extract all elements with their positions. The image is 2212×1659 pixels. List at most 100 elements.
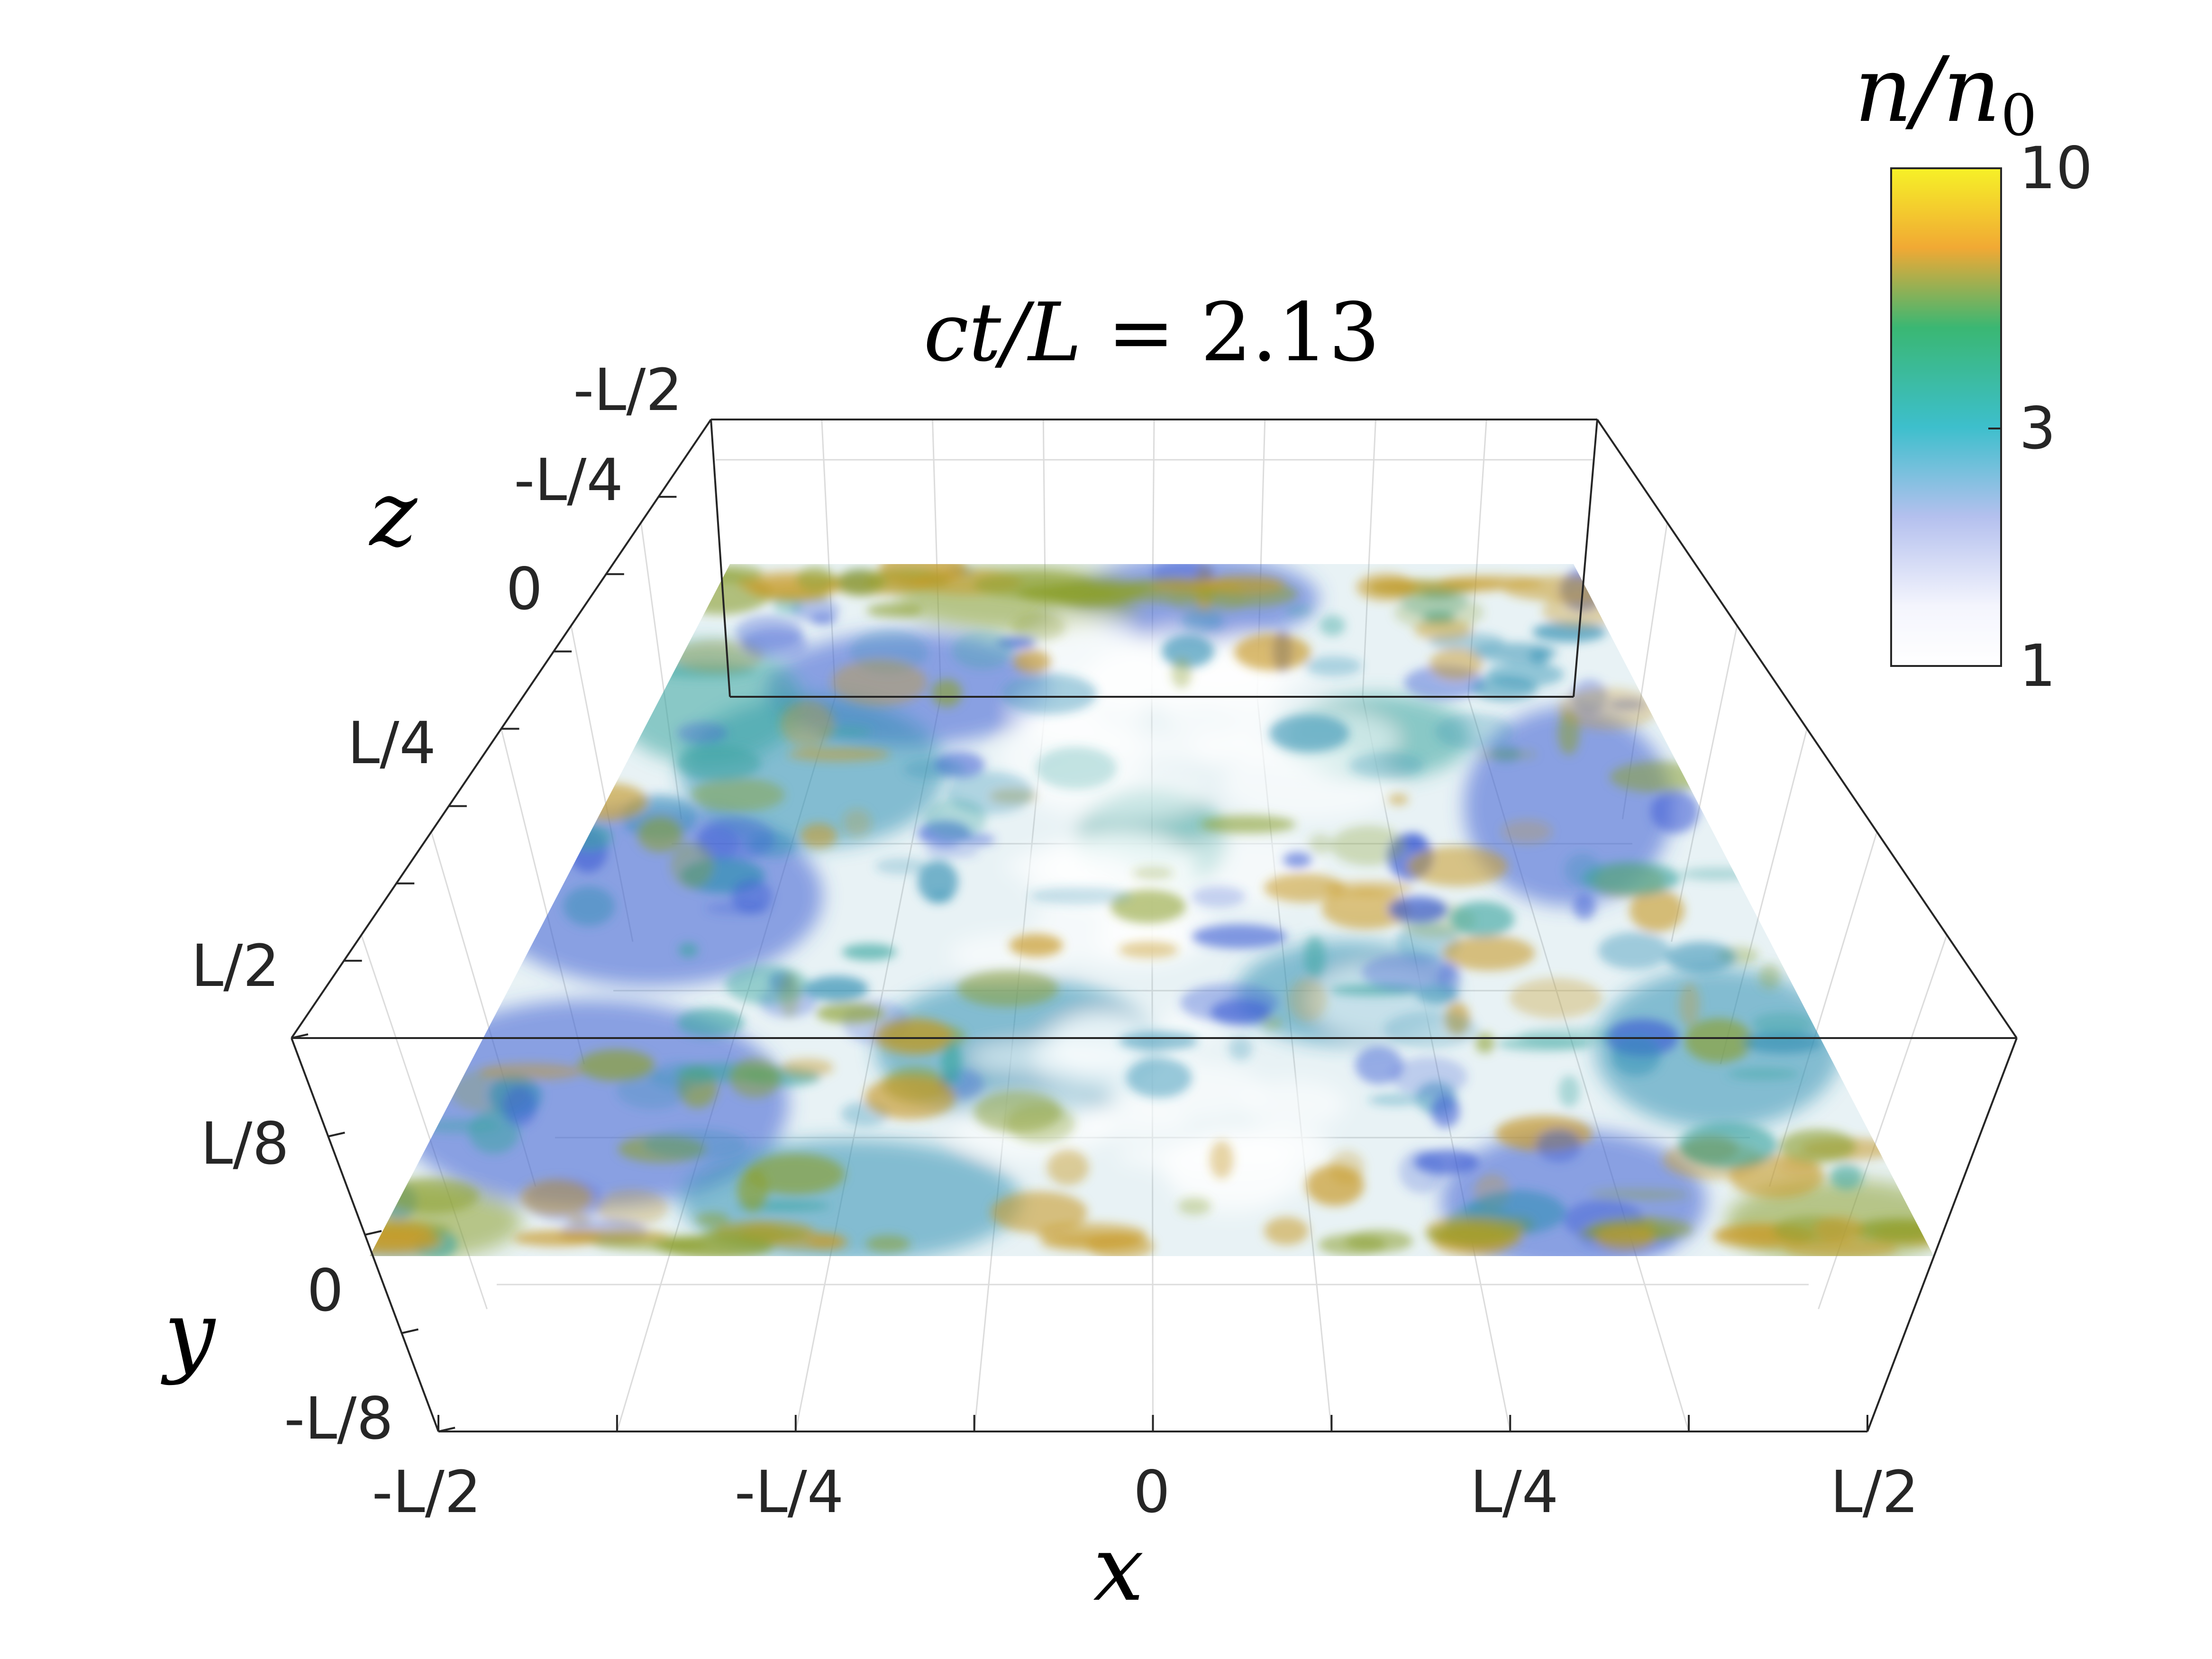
density-feature	[1391, 1057, 1468, 1097]
density-feature	[1472, 676, 1538, 702]
colorbar-title: n/n0	[1854, 37, 2037, 149]
density-feature	[1666, 941, 1736, 973]
density-edge-feature	[836, 568, 887, 596]
x-axis-title: x	[1093, 1516, 1144, 1621]
density-feature	[1678, 1122, 1777, 1169]
density-feature	[729, 1058, 781, 1098]
density-feature	[1404, 832, 1426, 851]
x-tick-label-3: L/4	[1470, 1458, 1559, 1526]
density-feature	[1407, 846, 1508, 886]
density-feature	[1429, 648, 1483, 680]
density-feature	[1171, 657, 1192, 688]
y-axis: -L/8 0 L/8 y	[160, 1110, 393, 1452]
density-feature	[924, 845, 980, 858]
density-feature	[1478, 749, 1537, 759]
density-feature	[931, 679, 963, 707]
density-feature	[1558, 688, 1658, 730]
density-feature	[673, 639, 764, 673]
density-feature	[1501, 820, 1553, 844]
density-feature	[841, 943, 897, 961]
title-variable: ct/L	[924, 286, 1082, 380]
density-void	[972, 1042, 1137, 1072]
density-feature	[1758, 964, 1781, 989]
density-feature	[1388, 793, 1409, 805]
density-feature	[1118, 941, 1179, 958]
density-feature	[384, 1178, 480, 1213]
title-equals: =	[1082, 286, 1201, 380]
y-tick-label-1: 0	[307, 1257, 344, 1324]
density-edge-feature	[1595, 1225, 1656, 1251]
density-edge-feature	[866, 1235, 910, 1253]
density-feature	[1192, 924, 1287, 949]
density-feature	[520, 1179, 593, 1216]
density-feature	[1306, 1165, 1365, 1206]
density-feature	[1414, 619, 1473, 641]
colorbar: n/n0 10 3 1	[1854, 37, 2093, 700]
density-feature	[1119, 1031, 1198, 1050]
colorbar-tick-label-2: 1	[2019, 632, 2056, 700]
density-feature	[1361, 954, 1456, 991]
density-feature	[842, 809, 872, 837]
density-feature	[875, 857, 928, 875]
density-feature	[1029, 886, 1132, 905]
density-feature	[1573, 894, 1596, 920]
density-feature	[1679, 983, 1700, 1027]
density-feature	[572, 783, 648, 820]
density-feature	[1414, 1149, 1479, 1175]
right-top-edge	[1596, 419, 2018, 1039]
density-feature	[1287, 977, 1328, 1022]
density-feature	[1679, 867, 1755, 881]
density-feature	[1610, 761, 1709, 793]
grid-line	[640, 522, 682, 820]
y-tick-label-2: L/8	[200, 1110, 289, 1177]
density-feature	[746, 1153, 845, 1195]
density-edge-feature	[698, 564, 763, 582]
density-edge-feature	[1438, 574, 1543, 588]
density-feature	[1009, 933, 1063, 957]
colorbar-gradient	[1890, 167, 2002, 667]
grid-line	[1671, 625, 1738, 942]
density-feature	[1416, 985, 1459, 1004]
density-feature	[1779, 1129, 1857, 1163]
density-feature	[1126, 1057, 1192, 1098]
density-feature	[779, 972, 801, 1018]
density-feature	[677, 1008, 744, 1037]
density-feature	[780, 700, 835, 747]
density-feature	[1001, 673, 1097, 714]
density-void	[1116, 1141, 1302, 1171]
density-feature	[1355, 1046, 1403, 1085]
density-feature	[731, 879, 773, 914]
x-tick-label-1: -L/4	[735, 1458, 844, 1526]
density-feature	[1161, 635, 1214, 668]
density-feature	[1305, 656, 1362, 676]
density-feature	[1727, 1067, 1800, 1080]
density-feature	[1234, 633, 1311, 671]
density-edge-feature	[1052, 586, 1129, 607]
density-feature	[1536, 1129, 1582, 1162]
density-feature	[1558, 1075, 1580, 1108]
grid-line	[1768, 831, 1878, 1187]
y-tick-mark	[364, 1230, 382, 1236]
density-feature	[1368, 1094, 1423, 1106]
density-feature	[1284, 604, 1312, 616]
density-feature	[1035, 747, 1117, 790]
density-feature	[1629, 889, 1685, 932]
density-feature	[924, 798, 987, 839]
grid-line	[795, 696, 942, 1432]
density-edge-feature	[558, 1229, 670, 1243]
density-feature	[741, 628, 808, 660]
density-feature	[563, 886, 615, 926]
density-feature	[1269, 714, 1349, 752]
density-void	[1076, 1106, 1190, 1140]
density-feature	[502, 1086, 537, 1127]
density-feature	[1321, 889, 1411, 930]
back-left-edge	[710, 419, 731, 697]
density-feature	[468, 1110, 519, 1154]
density-feature	[1598, 932, 1670, 970]
density-feature	[637, 816, 683, 852]
density-feature	[670, 841, 714, 889]
density-feature	[941, 1039, 961, 1086]
density-edge-feature	[1037, 1222, 1147, 1246]
density-feature	[816, 1003, 886, 1024]
